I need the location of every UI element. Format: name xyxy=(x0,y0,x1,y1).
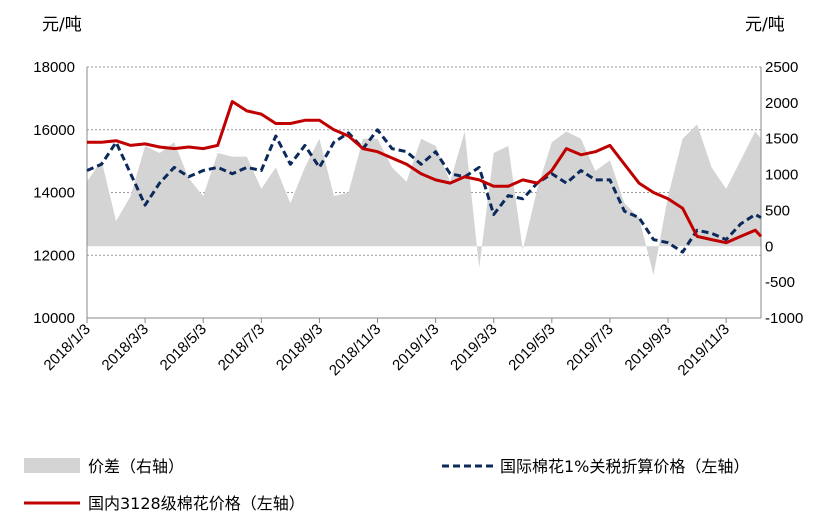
x-tick-label: 2018/7/3 xyxy=(215,321,268,374)
right-tick-label: 2500 xyxy=(765,59,798,76)
legend: 价差（右轴） 国际棉花1%关税折算价格（左轴） 国内3128级棉花价格（左轴） xyxy=(24,457,749,513)
right-tick-label: 1500 xyxy=(765,131,798,148)
domestic-price-line xyxy=(87,100,763,245)
spread-area xyxy=(87,124,761,275)
x-tick-label: 2018/9/3 xyxy=(273,321,326,374)
right-tick-label: 0 xyxy=(765,238,773,255)
left-tick-label: 10000 xyxy=(33,310,75,327)
x-tick-label: 2019/3/3 xyxy=(447,321,500,374)
right-axis-ticks: -1000 -500 0 500 1000 1500 2000 2500 xyxy=(765,59,803,327)
line-series xyxy=(86,100,763,254)
legend-label-intl: 国际棉花1%关税折算价格（左轴） xyxy=(500,457,749,476)
right-axis-unit: 元/吨 xyxy=(745,15,785,35)
left-tick-label: 14000 xyxy=(33,185,75,202)
x-tick-label: 2019/1/3 xyxy=(389,321,442,374)
left-tick-label: 12000 xyxy=(33,247,75,264)
x-tick-label: 2019/11/3 xyxy=(675,321,733,379)
legend-label-spread: 价差（右轴） xyxy=(88,457,184,476)
x-axis-ticks: 2018/1/3 2018/3/3 2018/5/3 2018/7/3 2018/9/3… xyxy=(41,318,733,379)
x-tick-label: 2019/5/3 xyxy=(505,321,558,374)
axes xyxy=(86,67,762,319)
x-tick-label: 2018/3/3 xyxy=(99,321,152,374)
right-tick-label: -500 xyxy=(765,274,795,291)
right-tick-label: 1000 xyxy=(765,167,798,184)
right-tick-label: 2000 xyxy=(765,95,798,112)
legend-swatch-spread xyxy=(24,458,80,473)
x-tick-label: 2019/7/3 xyxy=(563,321,616,374)
right-tick-label: -1000 xyxy=(765,310,803,327)
left-tick-label: 18000 xyxy=(33,59,75,76)
left-tick-label: 16000 xyxy=(33,122,75,139)
legend-label-domestic: 国内3128级棉花价格（左轴） xyxy=(88,494,305,513)
left-axis-ticks: 10000 12000 14000 16000 18000 xyxy=(33,59,75,327)
left-axis-unit: 元/吨 xyxy=(42,15,82,35)
x-tick-label: 2018/5/3 xyxy=(157,321,210,374)
x-tick-label: 2018/11/3 xyxy=(326,321,384,379)
spread-area-series xyxy=(87,124,761,275)
intl-price-line xyxy=(86,128,762,254)
right-tick-label: 500 xyxy=(765,202,790,219)
x-tick-label: 2019/9/3 xyxy=(622,321,675,374)
x-tick-label: 2018/1/3 xyxy=(41,321,94,374)
